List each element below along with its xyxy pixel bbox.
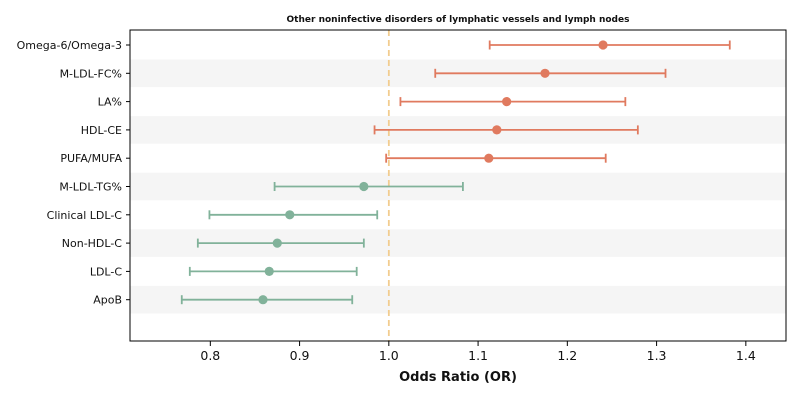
row-label: Non-HDL-C xyxy=(62,237,123,250)
odds-ratio-point xyxy=(258,295,268,305)
x-axis: 0.8 0.9 1.0 1.1 1.2 1.3 1.4 xyxy=(200,341,756,363)
row-label: M-LDL-FC% xyxy=(60,67,122,80)
odds-ratio-point xyxy=(598,40,608,50)
odds-ratio-point xyxy=(359,181,369,192)
odds-ratio-point xyxy=(264,266,274,276)
odds-ratio-point xyxy=(484,153,494,163)
odds-ratio-point xyxy=(285,210,295,220)
odds-ratio-point xyxy=(540,68,550,78)
row-label: LA% xyxy=(98,96,122,109)
x-tick-label: 1.0 xyxy=(379,348,399,363)
row-labels: Omega-6/Omega-3 M-LDL-FC% LA% HDL-CE PUFA/MU… xyxy=(17,39,130,307)
confidence-intervals xyxy=(180,40,731,305)
row-label: PUFA/MUFA xyxy=(60,152,122,165)
confidence-interval xyxy=(488,40,731,50)
plot-frame xyxy=(129,29,787,342)
x-tick-label: 1.4 xyxy=(736,348,756,363)
x-tick-label: 0.9 xyxy=(290,348,310,363)
row-label: LDL-C xyxy=(90,265,123,278)
confidence-interval xyxy=(385,153,607,163)
x-tick-label: 0.8 xyxy=(200,348,220,363)
odds-ratio-point xyxy=(492,125,502,135)
x-tick-label: 1.3 xyxy=(647,348,667,363)
row-label: Omega-6/Omega-3 xyxy=(17,39,122,52)
odds-ratio-point xyxy=(272,238,282,248)
confidence-interval xyxy=(399,97,627,107)
confidence-interval xyxy=(373,125,639,135)
odds-ratio-points xyxy=(258,40,608,305)
x-tick-label: 1.1 xyxy=(468,348,488,363)
row-label: Clinical LDL-C xyxy=(47,209,123,222)
confidence-interval xyxy=(273,182,464,191)
x-axis-label: Odds Ratio (OR) xyxy=(399,370,517,385)
chart-title: Other noninfective disorders of lymphati… xyxy=(287,15,630,25)
confidence-interval xyxy=(434,68,667,78)
row-label: HDL-CE xyxy=(81,124,122,137)
x-tick-label: 1.2 xyxy=(557,348,577,363)
row-label: M-LDL-TG% xyxy=(59,181,122,194)
odds-ratio-point xyxy=(502,97,512,107)
row-label: ApoB xyxy=(93,294,122,307)
